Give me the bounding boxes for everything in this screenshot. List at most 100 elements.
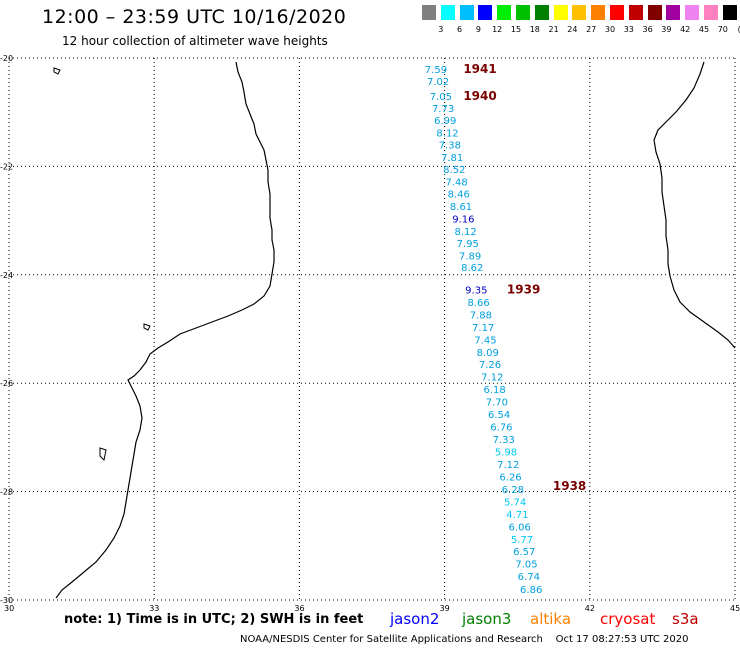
wave-height-value: 7.33 (493, 435, 515, 446)
map-subtitle: 12 hour collection of altimeter wave hei… (62, 34, 328, 48)
wave-height-value: 7.05 (430, 92, 452, 103)
wave-height-value: 9.35 (465, 285, 487, 296)
latitude-label: -26 (0, 379, 13, 388)
wave-height-value: 5.98 (495, 447, 517, 458)
wave-height-value: 6.74 (518, 572, 540, 583)
color-scale-label: 3 (438, 25, 444, 34)
satellite-cryosat: cryosat (600, 610, 656, 628)
small-island (143, 323, 151, 331)
wave-height-value: 6.86 (520, 585, 542, 596)
color-scale-label: 39 (661, 25, 672, 34)
color-swatch (722, 5, 737, 20)
wave-height-value: 6.99 (434, 116, 456, 127)
wave-height-value: 8.12 (454, 227, 476, 238)
color-scale-label: 21 (548, 25, 559, 34)
color-swatch (628, 5, 643, 20)
color-swatch (422, 5, 436, 20)
color-swatch (478, 5, 493, 20)
wave-height-value: 7.12 (497, 460, 519, 471)
wave-height-value: 6.54 (488, 410, 510, 421)
longitude-label: 30 (4, 604, 14, 613)
map-frame (9, 58, 735, 600)
pass-number-labels: 1941 1940 1939 1938 (463, 62, 586, 493)
color-scale-label: 15 (510, 25, 522, 34)
wave-height-value: 7.12 (481, 373, 503, 384)
pass-number: 1939 (507, 282, 540, 296)
wave-height-value: 7.95 (457, 239, 479, 250)
color-scale-label: 45 (698, 25, 710, 34)
wave-height-value: 7.48 (445, 178, 467, 189)
color-scale-label: 33 (623, 25, 634, 34)
color-scale-label: (ft) (734, 25, 740, 34)
latitude-label: -20 (0, 54, 13, 63)
latitude-label: -30 (0, 596, 13, 605)
color-scale-label: 42 (680, 25, 691, 34)
wave-height-value: 8.62 (461, 263, 483, 274)
longitude-label: 39 (440, 604, 450, 613)
color-scale-label: 70 (717, 25, 728, 34)
color-swatch (666, 5, 681, 20)
wave-height-value: 7.45 (474, 335, 496, 346)
wave-height-value: 6.26 (499, 472, 521, 483)
wave-height-value: 7.05 (515, 560, 537, 571)
wave-height-value: 7.73 (432, 104, 454, 115)
color-scale-label: 12 (492, 25, 503, 34)
timestamp-text: Oct 17 08:27:53 UTC 2020 (555, 634, 689, 645)
color-swatch (572, 5, 587, 20)
color-swatch (553, 5, 568, 20)
wave-height-value: 7.59 (425, 65, 447, 76)
color-scale-label: 6 (457, 25, 463, 34)
wave-height-value: 4.71 (506, 510, 528, 521)
color-swatch (647, 5, 662, 20)
wave-height-value: 7.89 (459, 251, 481, 262)
pass-number: 1941 (463, 62, 496, 76)
wave-height-value: 6.18 (483, 385, 505, 396)
wave-height-value: 6.57 (513, 547, 535, 558)
latitude-label: -22 (0, 162, 13, 171)
satellite-jason2: jason2 (390, 610, 440, 628)
color-scale-label: 27 (586, 25, 597, 34)
color-swatch (440, 5, 455, 20)
wave-height-value: 6.06 (509, 522, 531, 533)
wave-height-labels: 7.597.027.057.736.998.127.387.818.527.48… (425, 65, 543, 596)
longitude-label: 42 (585, 604, 595, 613)
color-swatch (591, 5, 606, 20)
color-scale-label: 30 (604, 25, 616, 34)
color-swatch (516, 5, 530, 20)
satellite-altika: altika (530, 610, 572, 628)
wave-height-value: 7.17 (472, 323, 494, 334)
wave-height-value: 8.66 (467, 298, 489, 309)
wave-height-value: 9.16 (452, 214, 474, 225)
wave-height-value: 7.88 (470, 310, 492, 321)
color-swatch (685, 5, 700, 20)
color-swatch (704, 5, 718, 20)
longitude-label: 36 (294, 604, 304, 613)
latitude-label: -28 (0, 488, 13, 497)
small-island (99, 447, 107, 462)
map-title: 12:00 – 23:59 UTC 10/16/2020 (42, 6, 347, 28)
longitude-label: 45 (730, 604, 740, 613)
wave-height-value: 5.77 (511, 535, 533, 546)
wave-height-value: 8.12 (436, 128, 458, 139)
credit-text: NOAA/NESDIS Center for Satellite Applica… (240, 634, 543, 645)
wave-height-value: 6.28 (502, 485, 524, 496)
madagascar-coastline (653, 61, 736, 349)
color-scale-label: 24 (567, 25, 578, 34)
color-scale-label: 36 (642, 25, 653, 34)
color-scale-label: 9 (475, 25, 481, 34)
small-island (53, 67, 61, 75)
wave-height-value: 8.61 (450, 202, 472, 213)
africa-coastline (55, 61, 275, 599)
pass-number: 1940 (463, 89, 496, 103)
color-swatch (459, 5, 474, 20)
wave-height-value: 7.38 (439, 141, 461, 152)
wave-height-value: 6.76 (490, 423, 512, 434)
satellite-s3a: s3a (672, 610, 699, 628)
credit-footer: NOAA/NESDIS Center for Satellite Applica… (240, 634, 689, 645)
wave-height-value: 7.26 (479, 360, 501, 371)
longitude-label: 33 (149, 604, 159, 613)
wave-height-value: 5.74 (504, 497, 526, 508)
units-note: note: 1) Time is in UTC; 2) SWH is in fe… (64, 612, 364, 627)
wave-height-value: 8.46 (448, 190, 470, 201)
wave-height-value: 8.52 (443, 165, 465, 176)
